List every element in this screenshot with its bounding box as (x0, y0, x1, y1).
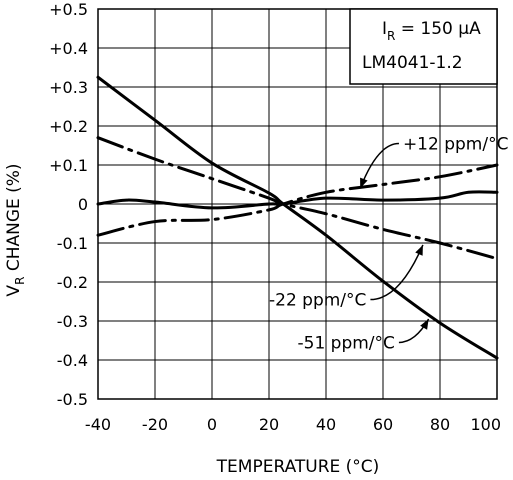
y-tick-label: +0.2 (49, 117, 88, 136)
series-group (96, 75, 499, 360)
series-line-4 (96, 190, 499, 210)
curve-label-1: +12 ppm/°C (403, 135, 509, 155)
condition-box-frame (349, 8, 498, 85)
condition-line-1: IR = 150 μA (382, 19, 481, 43)
series-line-1 (96, 75, 499, 360)
y-tick-label: -0.5 (57, 390, 88, 409)
annotation-arrowhead-2 (415, 244, 423, 256)
y-tick-label: +0.3 (49, 78, 88, 97)
annotation-arrowhead-3 (420, 319, 429, 330)
x-tick-label: 20 (259, 415, 279, 434)
y-tick-label: +0.5 (49, 0, 88, 19)
condition-line-2: LM4041-1.2 (362, 53, 463, 73)
y-tick-label: +0.1 (49, 156, 88, 175)
y-tick-label: -0.4 (57, 351, 88, 370)
annotation-leader-3 (398, 318, 430, 344)
x-tick-label: 100 (470, 415, 501, 434)
x-axis-title: TEMPERATURE (°C) (216, 457, 380, 477)
annotation-arrowhead-1 (360, 177, 368, 189)
x-tick-label: -20 (142, 415, 168, 434)
y-tick-label: 0 (78, 195, 88, 214)
curve-label-3: -51 ppm/°C (298, 333, 395, 353)
y-axis-title: VR CHANGE (%) (4, 163, 27, 296)
annotation-leader-2 (370, 244, 424, 301)
x-tick-label: 0 (207, 415, 217, 434)
x-tick-label: 80 (430, 415, 450, 434)
y-tick-label: +0.4 (49, 39, 88, 58)
x-tick-labels: -40 -20 0 20 40 60 80 100 (85, 415, 501, 434)
curve-label-2: -22 ppm/°C (269, 291, 366, 311)
condition-box: IR = 150 μA LM4041-1.2 (349, 8, 498, 85)
series-line-3 (96, 163, 499, 237)
y-tick-label: -0.3 (57, 312, 88, 331)
y-tick-labels: +0.5 +0.4 +0.3 +0.2 +0.1 0 -0.1 -0.2 -0.3 -0.4 -0.… (49, 0, 88, 409)
y-tick-label: -0.2 (57, 273, 88, 292)
x-tick-label: 60 (373, 415, 393, 434)
x-tick-label: -40 (85, 415, 111, 434)
x-tick-label: 40 (316, 415, 336, 434)
y-tick-label: -0.1 (57, 234, 88, 253)
curve-annotations: +12 ppm/°C -22 ppm/°C -51 ppm/°C (269, 135, 508, 354)
